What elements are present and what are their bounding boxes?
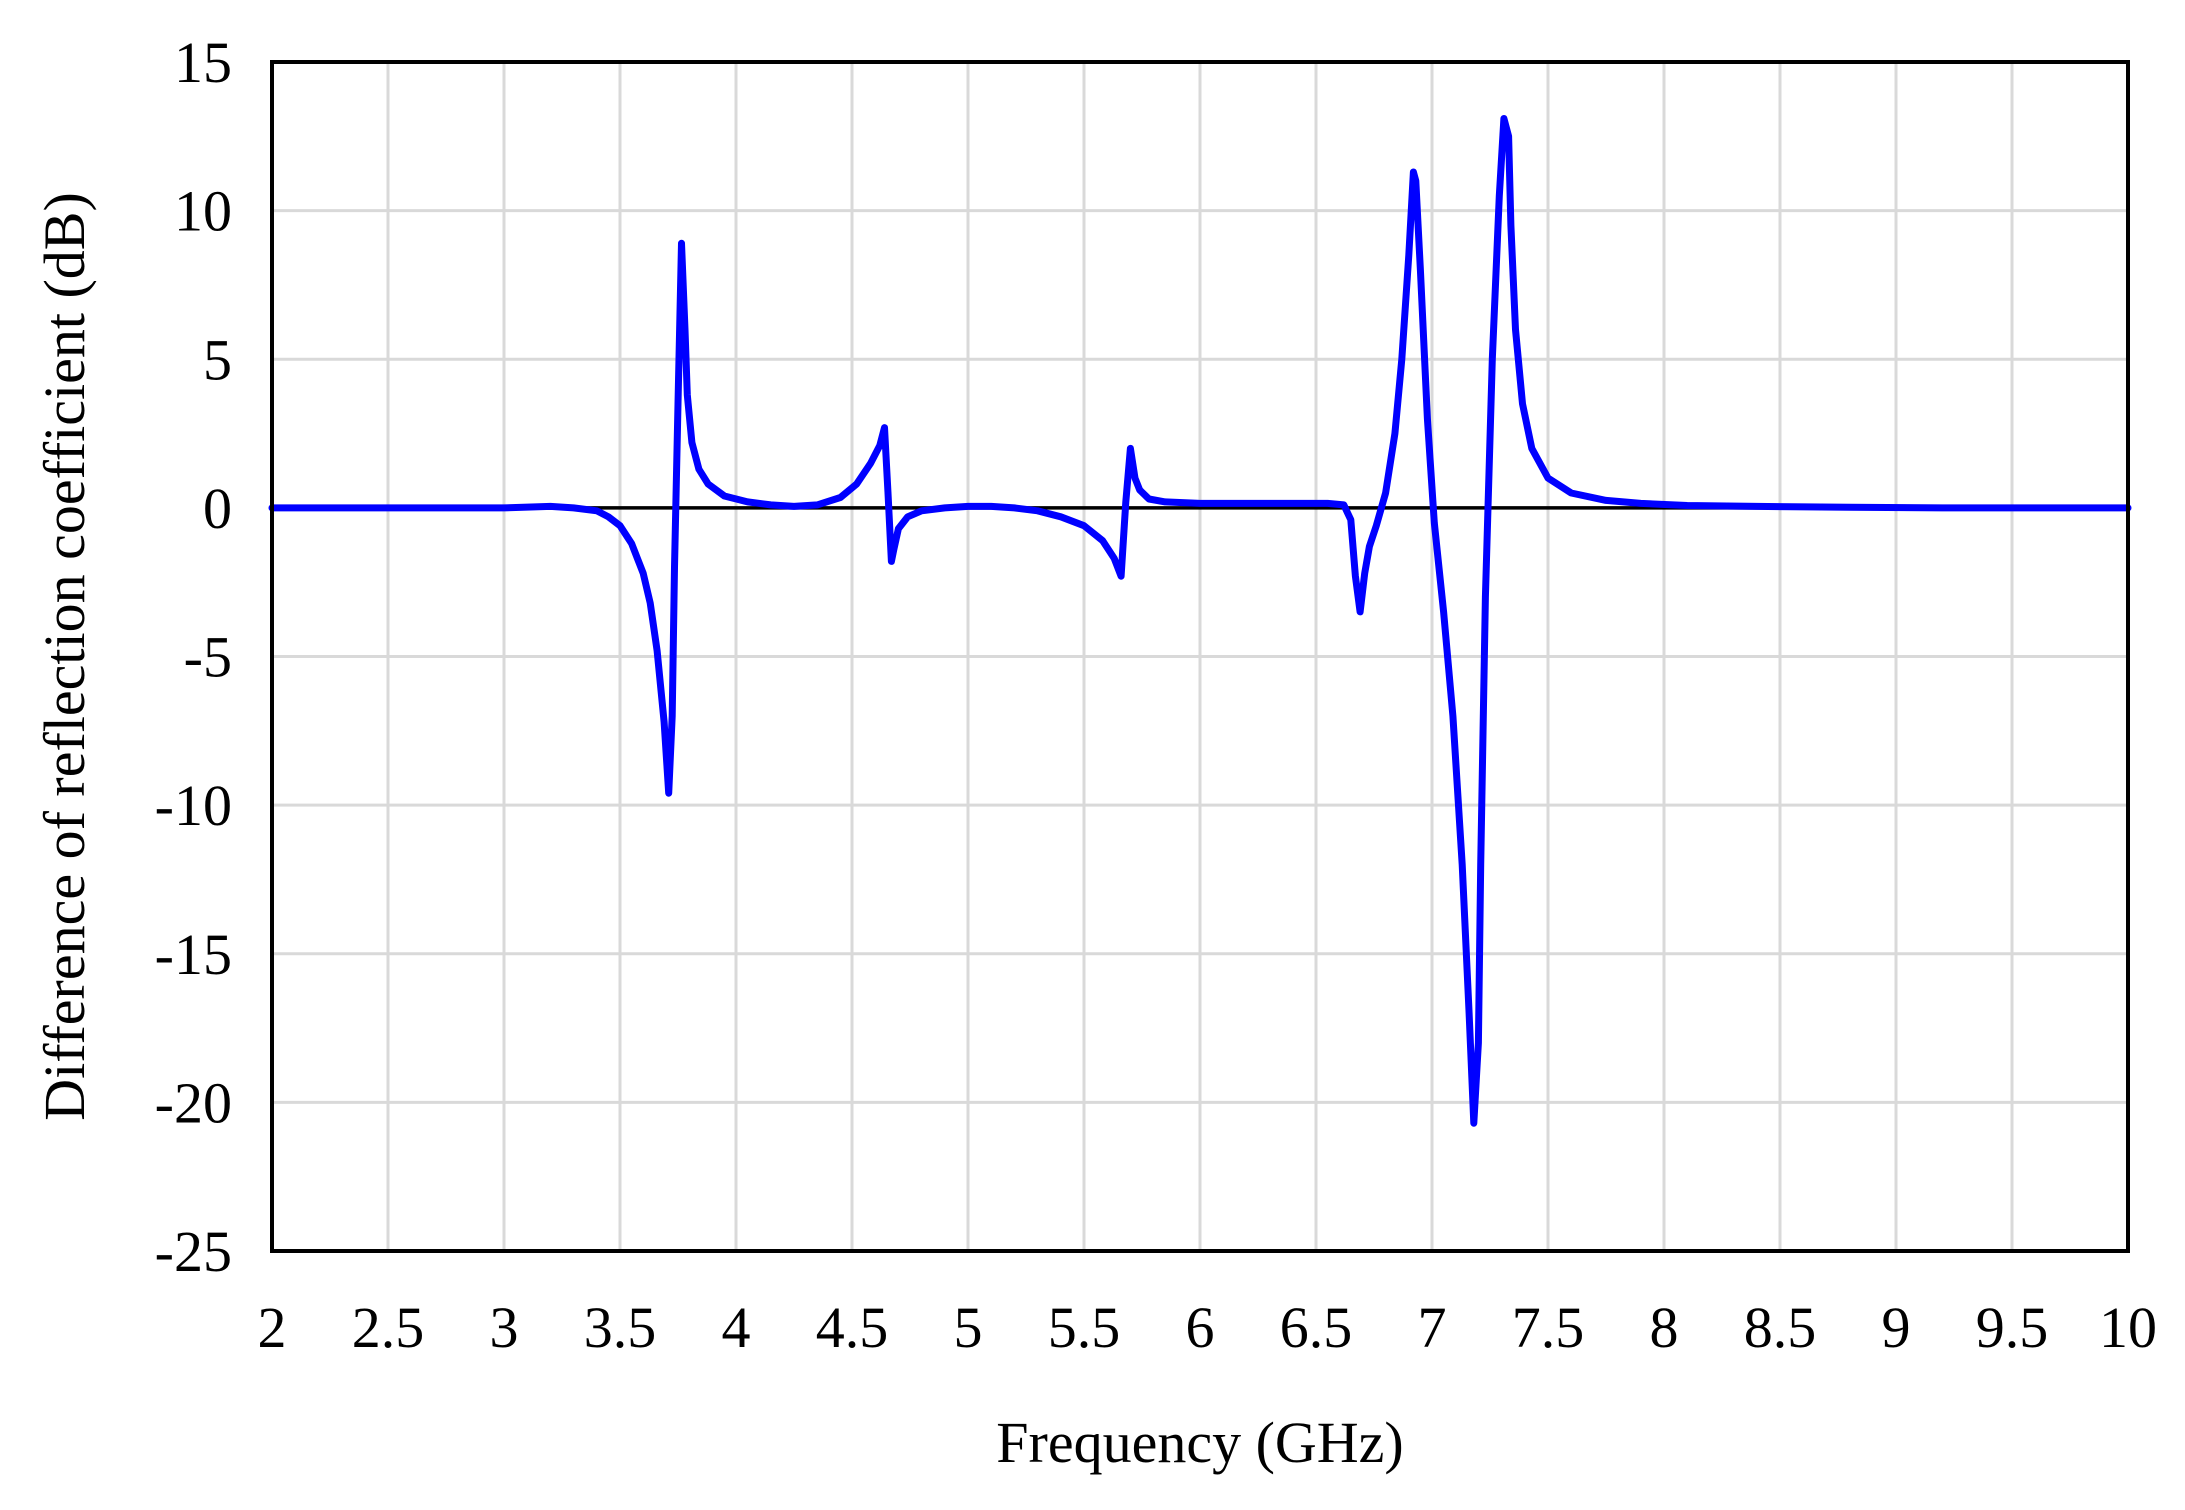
y-tick-label: 10 <box>174 179 232 244</box>
series-line <box>268 115 2132 1127</box>
x-tick-label: 4 <box>722 1295 751 1360</box>
x-tick-label: 3 <box>490 1295 519 1360</box>
x-tick-label: 10 <box>2099 1295 2157 1360</box>
x-tick-label: 9.5 <box>1976 1295 2049 1360</box>
x-tick-label: 7.5 <box>1512 1295 1585 1360</box>
y-tick-label: -15 <box>155 922 232 987</box>
y-tick-label: 5 <box>203 327 232 392</box>
x-tick-label: 2.5 <box>352 1295 425 1360</box>
x-tick-label: 5 <box>954 1295 983 1360</box>
x-tick-label: 8.5 <box>1744 1295 1817 1360</box>
x-tick-label: 7 <box>1418 1295 1447 1360</box>
x-tick-label: 4.5 <box>816 1295 889 1360</box>
y-tick-label: -25 <box>155 1219 232 1284</box>
x-tick-label: 2 <box>258 1295 287 1360</box>
y-tick-label: -5 <box>184 625 232 690</box>
y-tick-label: -20 <box>155 1070 232 1135</box>
x-tick-label: 3.5 <box>584 1295 657 1360</box>
y-tick-labels: 15 10 5 0 -5 -10 -15 -20 -25 <box>155 30 232 1284</box>
x-axis-title: Frequency (GHz) <box>996 1410 1403 1475</box>
grid <box>270 60 2130 1253</box>
x-tick-label: 6.5 <box>1280 1295 1353 1360</box>
y-tick-label: 0 <box>203 476 232 541</box>
x-tick-label: 5.5 <box>1048 1295 1121 1360</box>
y-tick-label: -10 <box>155 773 232 838</box>
x-tick-label: 8 <box>1650 1295 1679 1360</box>
y-tick-label: 15 <box>174 30 232 95</box>
y-axis-title: Difference of reflection coefficient (dB… <box>32 192 97 1121</box>
x-tick-labels: 2 2.5 3 3.5 4 4.5 5 5.5 6 6.5 7 7.5 8 8.5 9 9.5 10 <box>258 1295 2158 1360</box>
x-tick-label: 6 <box>1186 1295 1215 1360</box>
plot-frame <box>270 60 2130 1253</box>
x-tick-label: 9 <box>1882 1295 1911 1360</box>
